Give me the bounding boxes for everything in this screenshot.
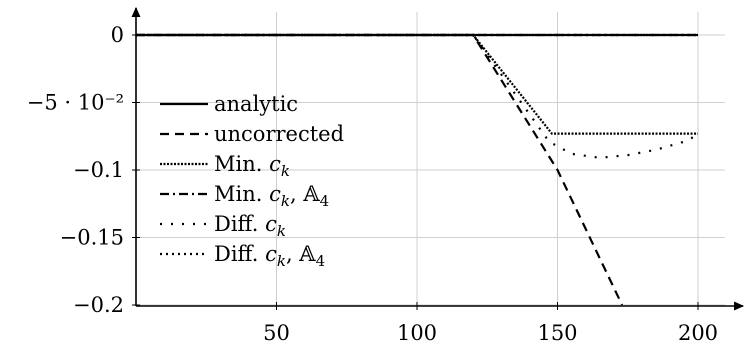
legend-label-4: Min. ck, 𝔸4 — [214, 182, 329, 210]
legend-label-5: Diff. ck — [214, 212, 286, 240]
y-tick-label: −0.1 — [73, 158, 124, 182]
x-tick-label: 150 — [537, 321, 577, 345]
tick-labels: 50 100 150 200 0 −5 · 10⁻² −0.1 −0.15 −0.2 — [27, 23, 718, 345]
y-tick-label: −0.2 — [73, 293, 124, 317]
y-tick-label: −0.15 — [60, 226, 124, 250]
legend-label-3: Min. ck — [214, 152, 290, 180]
x-tick-label: 50 — [263, 321, 290, 345]
series-lines — [136, 33, 699, 306]
y-tick-label: −5 · 10⁻² — [27, 91, 124, 115]
x-tick-label: 100 — [397, 321, 437, 345]
legend-label-2: uncorrected — [214, 122, 344, 146]
x-tick-label: 200 — [678, 321, 718, 345]
y-tick-label: 0 — [111, 23, 124, 47]
legend-label-1: analytic — [214, 92, 298, 116]
axes — [131, 6, 745, 311]
legend-label-6: Diff. ck, 𝔸4 — [214, 242, 325, 270]
